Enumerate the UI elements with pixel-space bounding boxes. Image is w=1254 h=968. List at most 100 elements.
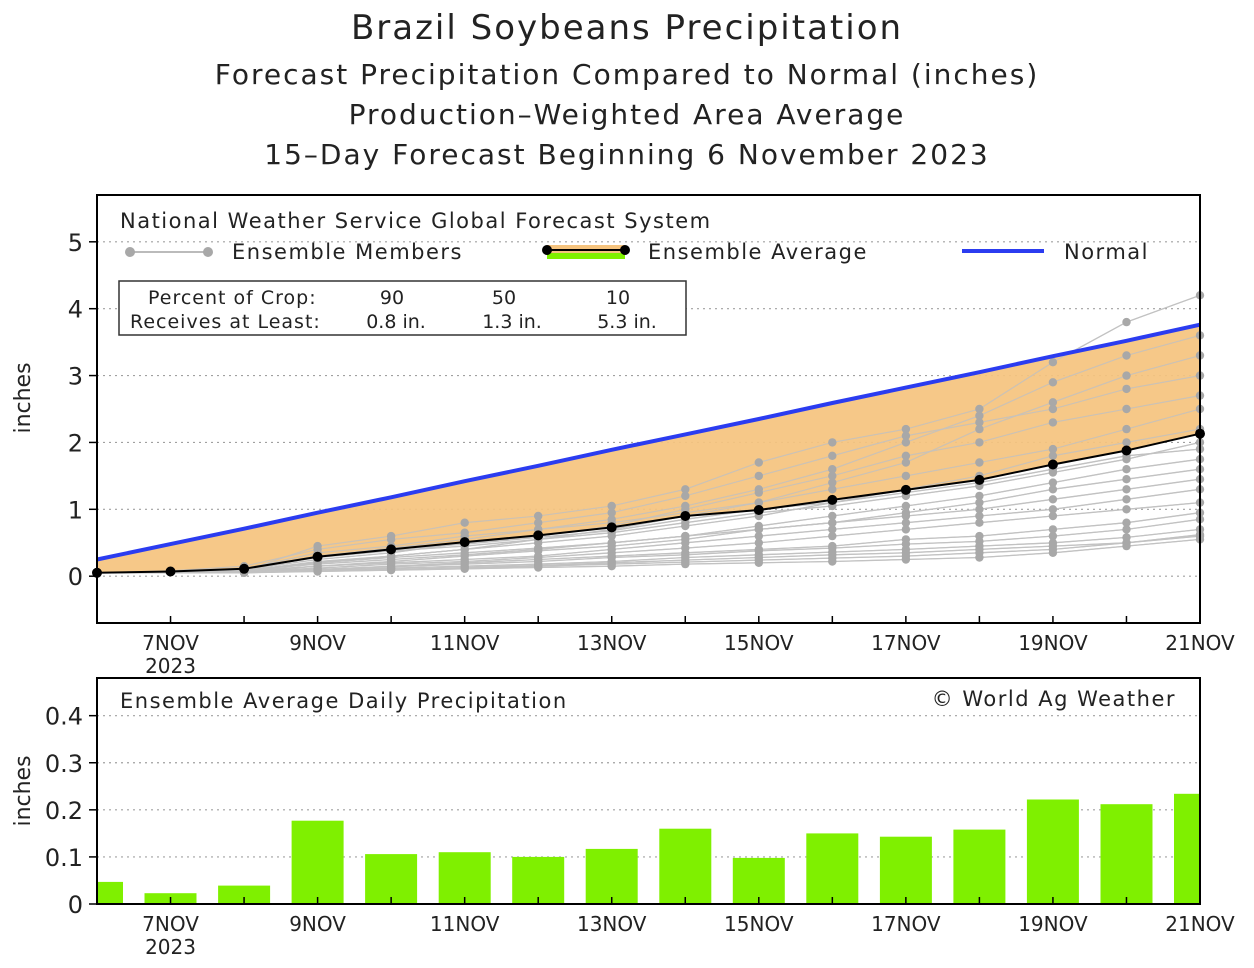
daily-precip-bar [732,857,785,904]
ensemble-member-point [975,404,984,414]
ensemble-member-point [1122,371,1131,380]
ensemble-average-point [312,551,323,562]
ensemble-average-point [680,511,691,521]
top-x-tick-label: 9NOV [289,631,346,655]
top-y-tick-label: 2 [68,429,83,457]
ensemble-average-point [606,522,617,533]
ensemble-average-point [459,537,470,548]
bottom-x-tick-label: 13NOV [577,912,647,936]
bottom-gridlines [97,715,1200,858]
ensemble-member-line-overlay [96,502,1201,574]
bottom-x-tick-label: 11NOV [430,912,500,936]
ensemble-member-point [1048,485,1058,494]
ensemble-member-point [754,498,763,507]
ensemble-member-point [1048,531,1058,541]
ensemble-member-point [1048,505,1058,514]
ensemble-member-point [386,566,396,575]
ensemble-member-point [901,458,911,467]
ensemble-member-point [460,564,469,573]
ensemble-member-point [681,559,690,569]
legend-source: National Weather Service Global Forecast… [120,209,712,233]
ensemble-member-point [828,485,837,494]
ensemble-average-point [1121,445,1132,456]
bottom-y-tick-label: 0.3 [45,750,83,778]
ensemble-member-point [1048,418,1058,427]
normal-line [96,322,1201,562]
top-y-axis: 0 1 2 3 4 5 [68,229,97,591]
ensemble-member-point [1048,511,1058,521]
ensemble-member-point [1122,475,1131,484]
ensemble-member-point [313,567,322,576]
ensemble-member-point [607,538,616,547]
ensemble-member-point [975,498,984,507]
ensemble-member-point [1048,444,1058,454]
ensemble-member-point [754,531,763,541]
ensemble-member-point [975,438,984,447]
ensemble-member-point [975,458,984,467]
ensemble-member-point [975,411,984,420]
ensemble-member-line-overlay [97,538,1201,574]
daily-precip-bar [365,854,418,904]
ensemble-member-point [828,451,837,460]
ensemble-member-point [754,458,763,467]
ensemble-member-point [828,511,837,521]
ensemble-member-point [901,518,911,527]
ensemble-member-point [975,424,984,434]
ensemble-member-point [1048,495,1058,504]
ensemble-member-point [1122,317,1131,327]
chart-subtitle: Forecast Precipitation Compared to Norma… [214,58,1040,91]
ensemble-member-point [534,511,543,521]
ensemble-member-point [1048,525,1058,534]
daily-precip-bar [291,820,344,904]
crop-percent-50: 50 [492,287,516,309]
cumulative-panel: 0 1 2 3 4 5 7NOV 9NOV 11NOV 13NOV 15NOV 17NOV 19NOV… [11,194,1235,678]
daily-precip-bar [879,836,932,904]
crop-row1-label: Percent of Crop: [148,287,317,309]
crop-row2-label: Receives at Least: [130,311,321,333]
bottom-y-tick-label: 0 [68,891,83,919]
top-x-tick-label: 13NOV [577,631,647,655]
bottom-y-tick-label: 0.2 [45,797,83,825]
crop-percent-box [118,280,687,336]
ensemble-member-point [975,511,984,521]
bottom-x-tick-label: 17NOV [871,912,941,936]
ensemble-member-line-overlay [96,408,1201,574]
daily-precip-bar [806,833,859,904]
daily-precip-bar [1100,804,1153,904]
crop-percent-90: 90 [380,287,404,309]
ensemble-member-line-overlay [96,428,1201,574]
ensemble-average-point [165,566,176,577]
ensemble-member-point [901,501,911,511]
bottom-panel-title: Ensemble Average Daily Precipitation [120,689,568,713]
legend-members-label: Ensemble Members [232,240,463,264]
ensemble-member-line-overlay [96,375,1201,574]
ensemble-average-point [239,563,250,574]
top-x-axis: 7NOV 9NOV 11NOV 13NOV 15NOV 17NOV 19NOV 21NOV 20… [96,616,1235,678]
ensemble-member-point [1122,438,1131,447]
ensemble-member-point [681,531,690,541]
daily-precip-bar [953,829,1006,904]
daily-precip-bar [1026,799,1079,904]
top-x-tick-label: 21NOV [1165,631,1235,655]
daily-bars [97,793,1200,904]
daily-precip-bar [97,881,123,904]
ensemble-member-point [1048,398,1058,407]
ensemble-member-point [901,431,911,440]
bottom-y-tick-label: 0.4 [45,703,83,731]
ensemble-member-point [1122,541,1131,551]
ensemble-member-point [1122,518,1131,527]
ensemble-average-point [1047,459,1058,470]
ensemble-member-point [1122,525,1131,534]
top-y-tick-label: 3 [68,363,83,391]
ensemble-member-point [901,555,911,564]
top-y-tick-label: 5 [68,229,83,257]
ensemble-member-point [828,525,837,534]
bottom-panel-frame [96,677,1201,905]
ensemble-member-point [828,438,837,447]
top-x-year-label: 2023 [145,654,196,678]
ensemble-member-line-overlay [96,478,1201,574]
ensemble-member-point [386,535,396,544]
ensemble-member-point [607,508,616,517]
ensemble-member-point [1122,351,1131,360]
bottom-y-axis-label: inches [11,755,36,826]
